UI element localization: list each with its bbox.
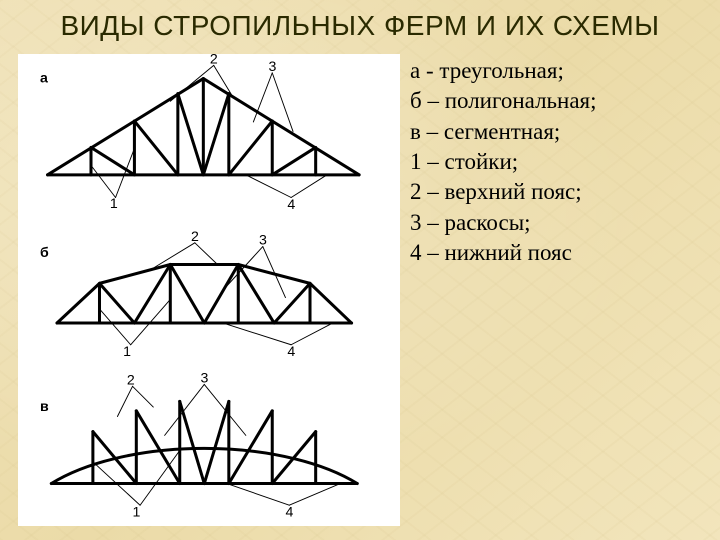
legend-2: 2 – верхний пояс; xyxy=(410,177,597,207)
svg-text:2: 2 xyxy=(127,372,135,388)
svg-text:4: 4 xyxy=(287,344,295,360)
svg-text:б: б xyxy=(40,245,49,261)
legend-4: 4 – нижний пояс xyxy=(410,238,597,268)
svg-text:1: 1 xyxy=(123,344,131,360)
svg-text:1: 1 xyxy=(133,505,141,521)
legend: а - треугольная; б – полигональная; в – … xyxy=(410,56,597,269)
truss-diagrams-svg: 1234а1234б1234в xyxy=(18,54,400,526)
legend-b: б – полигональная; xyxy=(410,86,597,116)
page-title: ВИДЫ СТРОПИЛЬНЫХ ФЕРМ И ИХ СХЕМЫ xyxy=(0,10,720,42)
legend-a: а - треугольная; xyxy=(410,56,597,86)
legend-1: 1 – стойки; xyxy=(410,147,597,177)
legend-3: 3 – раскосы; xyxy=(410,208,597,238)
svg-text:4: 4 xyxy=(285,505,293,521)
svg-text:1: 1 xyxy=(110,196,118,212)
svg-text:в: в xyxy=(40,399,49,415)
svg-text:4: 4 xyxy=(287,197,295,213)
truss-diagram-panel: 1234а1234б1234в xyxy=(18,54,400,526)
svg-text:а: а xyxy=(40,70,48,86)
legend-v: в – сегментная; xyxy=(410,117,597,147)
